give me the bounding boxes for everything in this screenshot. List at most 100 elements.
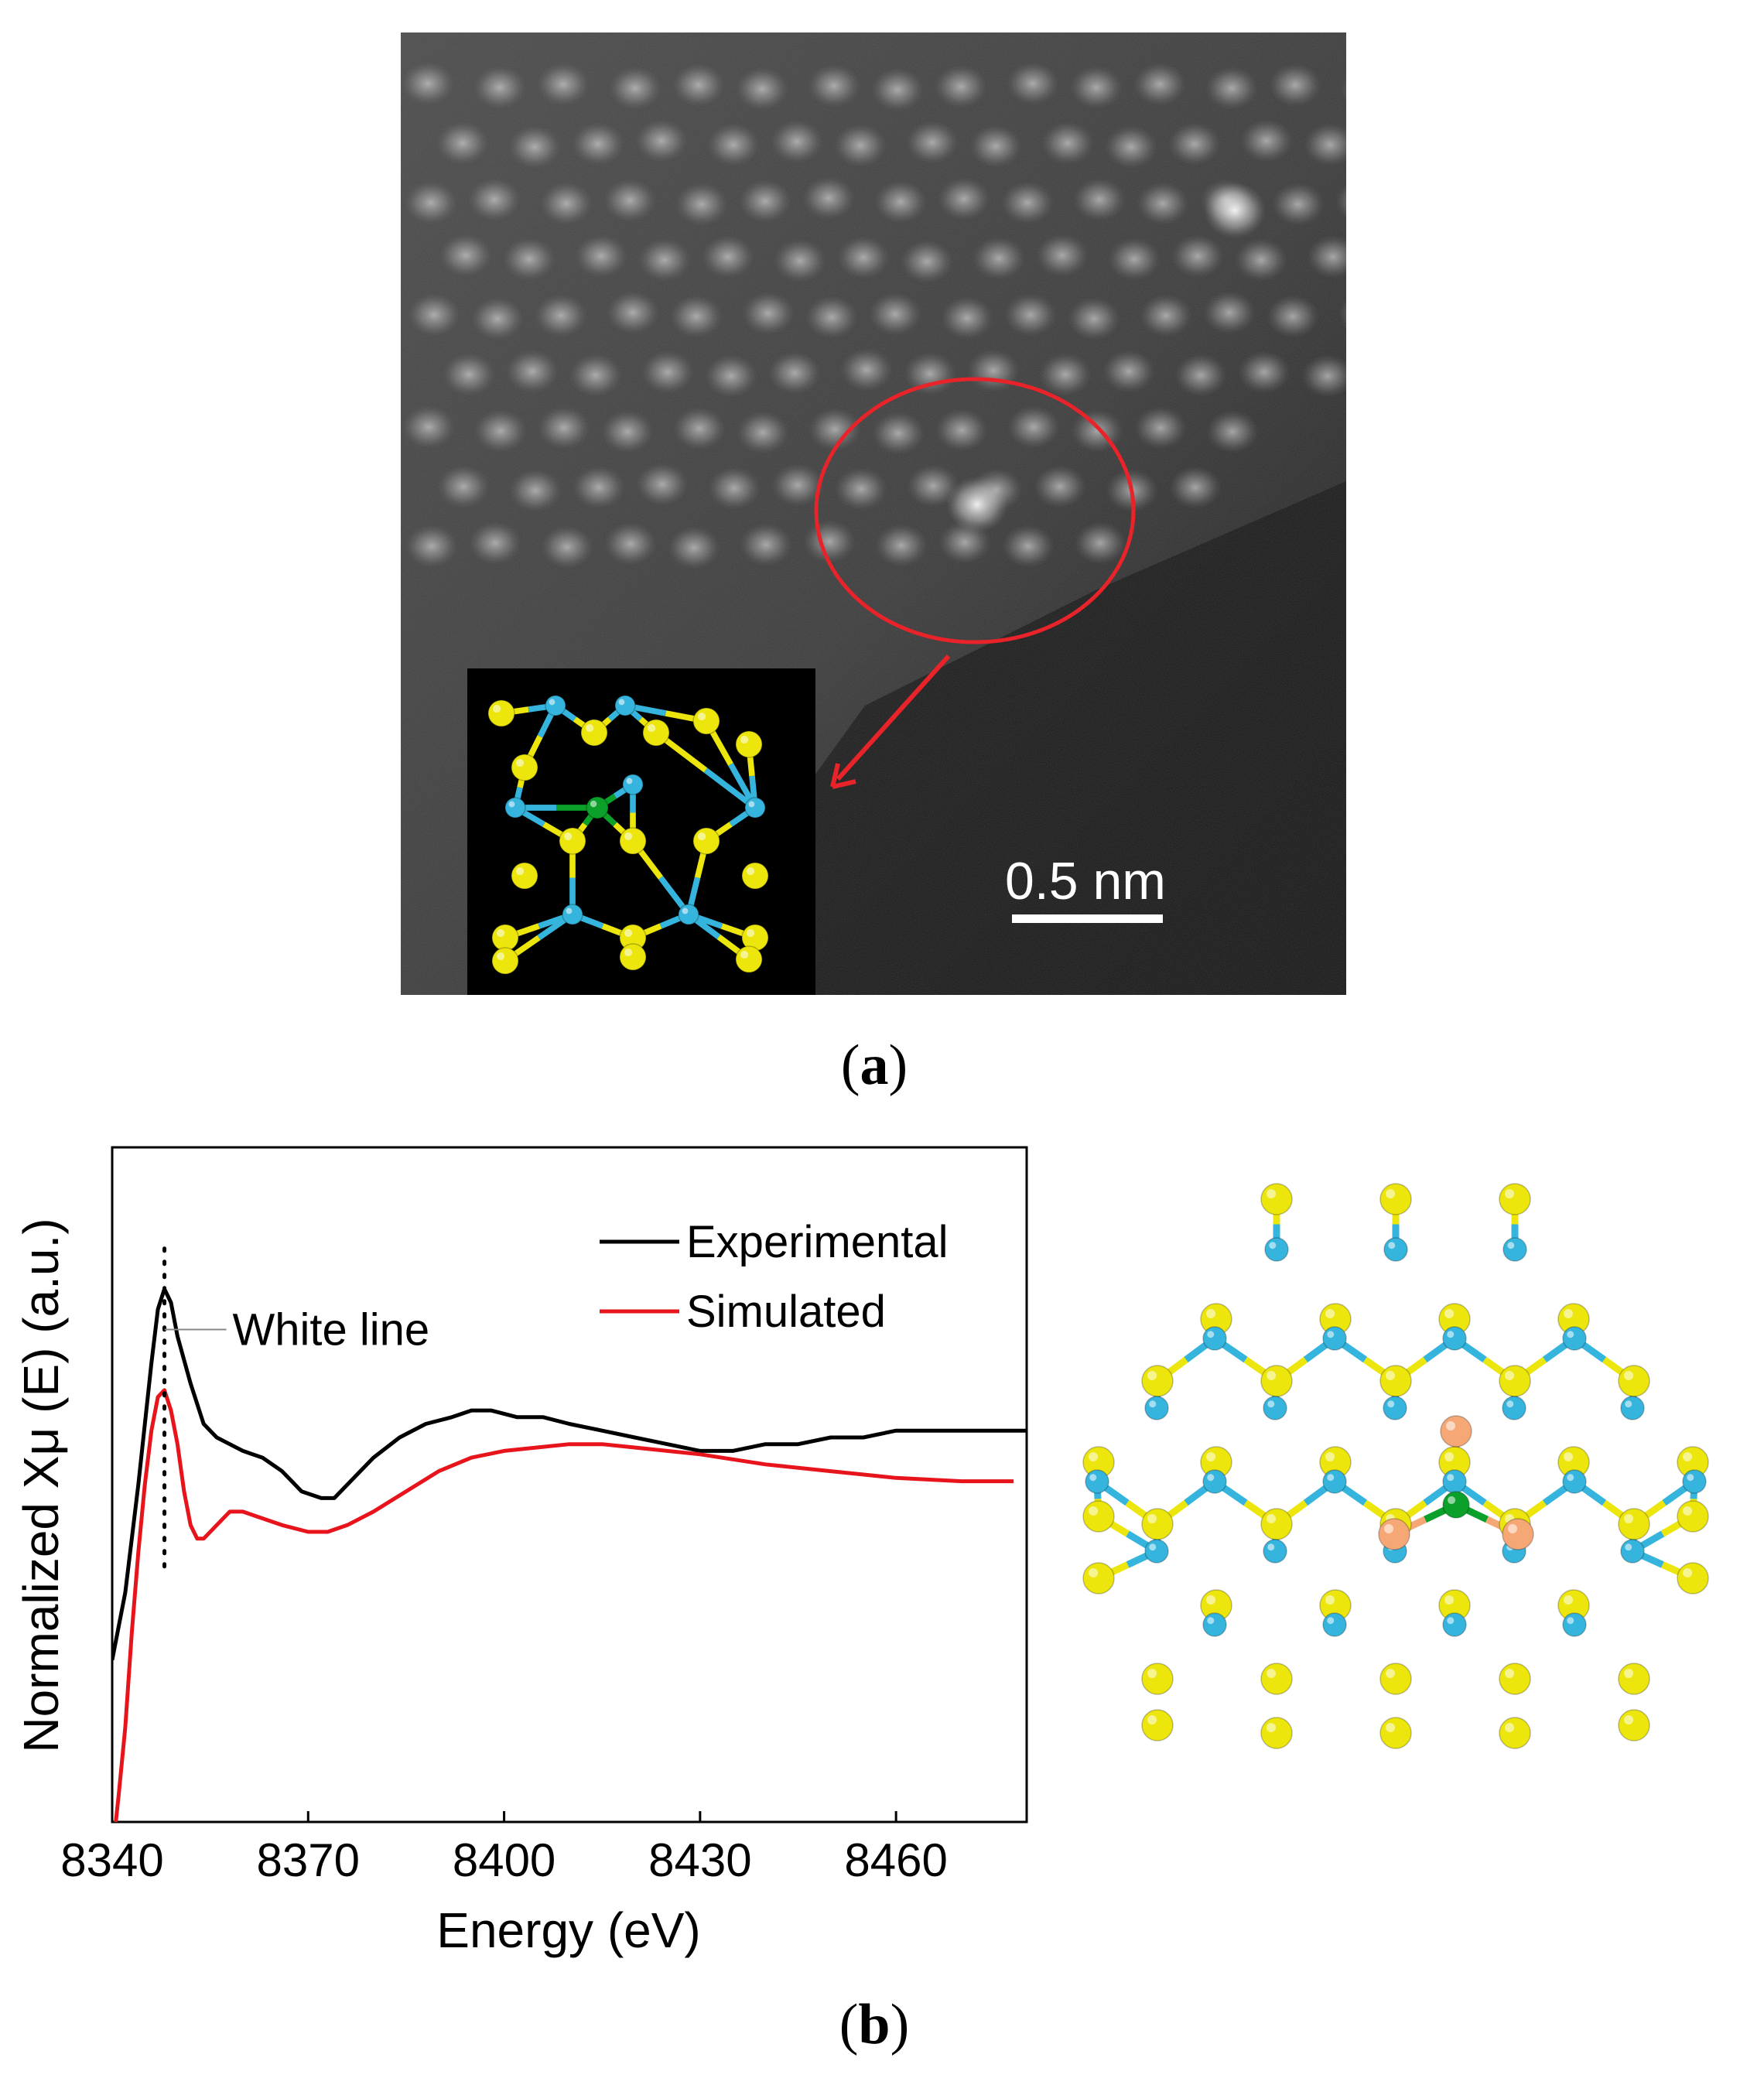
x-axis-ticks: 8340 8370 8400 8430 8460: [60, 1811, 948, 1886]
atom-highlight: [1327, 1617, 1335, 1625]
atom-highlight: [1624, 1371, 1633, 1380]
atom-highlight: [1506, 1400, 1514, 1408]
atom-highlight: [1625, 1543, 1632, 1551]
molybdenum-atom: [1202, 1612, 1227, 1637]
molybdenum-atom: [1322, 1326, 1347, 1351]
doped-structure-model: [1082, 1183, 1709, 1749]
atom-highlight: [1447, 1474, 1455, 1482]
molybdenum-atom: [1383, 1237, 1408, 1262]
sulfur-atom: [1677, 1562, 1709, 1595]
sulfur-atom: [1379, 1183, 1412, 1215]
atom-highlight: [549, 699, 556, 706]
atom-highlight: [624, 948, 633, 957]
molybdenum-atom: [1144, 1539, 1169, 1564]
neighbor-atom: [1378, 1518, 1410, 1550]
sulfur-atom: [1141, 1508, 1174, 1540]
atom-highlight: [585, 723, 594, 733]
scale-bar: [1012, 914, 1163, 923]
sulfur-atom: [619, 943, 647, 971]
molybdenum-atom: [1562, 1326, 1587, 1351]
arrow-head-icon: [830, 763, 856, 789]
atom-highlight: [1683, 1506, 1692, 1516]
atom-highlight: [1564, 1309, 1573, 1318]
atom-highlight: [1387, 1400, 1395, 1408]
sulfur-atom: [487, 699, 515, 727]
sulfur-atom: [741, 862, 769, 890]
atom-highlight: [1325, 1309, 1335, 1318]
molybdenum-atom: [1502, 1237, 1527, 1262]
atom-highlight: [1089, 1452, 1098, 1461]
white-line-annotation: White line: [233, 1304, 430, 1355]
atom-highlight: [1624, 1514, 1633, 1523]
sulfur-atom: [1618, 1709, 1650, 1741]
atom-highlight: [1683, 1452, 1692, 1461]
dopant-atom: [586, 796, 609, 819]
atom-highlight: [1206, 1309, 1215, 1318]
xanes-chart: 8340 8370 8400 8430 8460 White line Experime…: [13, 1146, 1028, 1958]
atom-highlight: [1444, 1452, 1454, 1461]
molybdenum-atom: [744, 797, 766, 819]
atom-highlight: [1267, 1371, 1276, 1380]
atom-highlight: [496, 928, 505, 938]
sulfur-atom: [1260, 1365, 1293, 1397]
atom-highlight: [1386, 1371, 1395, 1380]
molybdenum-atom: [1263, 1396, 1287, 1420]
atom-highlight: [1444, 1595, 1454, 1605]
molybdenum-atom: [1682, 1469, 1707, 1494]
molybdenum-atom: [1442, 1469, 1467, 1494]
sulfur-atom: [1260, 1183, 1293, 1215]
atom-highlight: [740, 735, 749, 744]
atom-highlight: [746, 866, 755, 876]
molybdenum-atom: [1263, 1539, 1287, 1564]
series-lines: [112, 1287, 1027, 1822]
atom-highlight: [1269, 1242, 1277, 1249]
atom-highlight: [1447, 1331, 1455, 1338]
x-tick-label: 8370: [257, 1834, 360, 1886]
atom-highlight: [697, 712, 706, 721]
atom-highlight: [1567, 1617, 1574, 1625]
atom-highlight: [1624, 1715, 1633, 1724]
molybdenum-atom: [622, 774, 644, 795]
atom-highlight: [740, 950, 749, 959]
sulfur-atom: [692, 827, 720, 855]
sulfur-atom: [1499, 1663, 1531, 1695]
neighbor-atom: [1440, 1415, 1472, 1448]
atom-highlight: [1147, 1715, 1157, 1724]
sulfur-atom: [1082, 1500, 1115, 1533]
atom-highlight: [1624, 1669, 1633, 1678]
sulfur-atom: [619, 827, 647, 855]
series-line-simulated: [114, 1388, 1014, 1822]
atom-highlight: [1149, 1400, 1157, 1408]
atom-highlight: [1206, 1452, 1215, 1461]
series-line-experimental: [112, 1287, 1027, 1661]
sulfur-atom: [1141, 1663, 1174, 1695]
molybdenum-atom: [1264, 1237, 1289, 1262]
panel-b-label: (b): [839, 1993, 910, 2056]
atom-highlight: [1267, 1543, 1275, 1551]
legend-label-simulated: Simulated: [686, 1287, 886, 1337]
atom-highlight: [746, 928, 755, 938]
atom-highlight: [697, 832, 706, 841]
molybdenum-atom: [1562, 1612, 1587, 1637]
sulfur-atom: [1141, 1365, 1174, 1397]
atom-highlight: [1447, 1495, 1456, 1505]
sulfur-atom: [1260, 1508, 1293, 1540]
y-axis-title: Normalized Xμ (E) (a.u.): [13, 1218, 69, 1752]
atom-highlight: [1207, 1617, 1215, 1625]
x-tick-label: 8430: [648, 1834, 751, 1886]
sulfur-atom: [1082, 1562, 1115, 1595]
stem-image-panel: 0.5 nm: [401, 32, 1346, 995]
atom-highlight: [1505, 1723, 1514, 1732]
atom-highlight: [1327, 1331, 1335, 1338]
atom-highlight: [1567, 1331, 1574, 1338]
sulfur-atom: [1260, 1717, 1293, 1749]
sulfur-atom: [692, 707, 720, 735]
atom-highlight: [1267, 1189, 1276, 1198]
atom-highlight: [748, 801, 755, 808]
atom-highlight: [1444, 1309, 1454, 1318]
sulfur-atom: [1499, 1365, 1531, 1397]
sulfur-atom: [511, 862, 538, 890]
molybdenum-atom: [1383, 1396, 1407, 1420]
atom-highlight: [1384, 1524, 1393, 1533]
sulfur-atom: [1618, 1663, 1650, 1695]
